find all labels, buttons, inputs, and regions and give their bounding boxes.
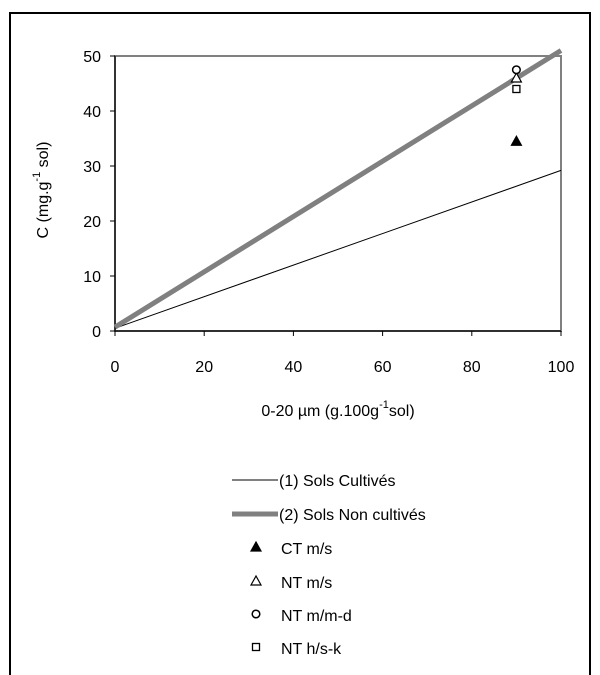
legend-label-nt-h-s-k: NT h/s-k <box>281 641 342 658</box>
legend-label-ct-m-s: CT m/s <box>281 541 332 558</box>
point-nt-m-s <box>510 71 523 83</box>
legend-label-nt-m-s: NT m/s <box>281 575 332 592</box>
point-nt-m-m-d <box>511 65 521 75</box>
x-axis-label-superscript: -1 <box>379 399 389 411</box>
chart-frame <box>9 12 591 675</box>
y-ticks: 0 10 20 30 40 50 <box>83 49 115 341</box>
legend-marker-nt-m-m-d <box>251 609 261 619</box>
x-tick-label: 80 <box>463 359 481 376</box>
y-axis-label-tail: sol) <box>35 142 52 172</box>
legend-marker-nt-m-s <box>249 574 263 586</box>
y-tick-label: 0 <box>92 324 101 341</box>
legend-label-line-1: (1) Sols Cultivés <box>279 473 395 490</box>
y-axis-label-superscript: -1 <box>31 172 43 182</box>
x-tick-label: 60 <box>374 359 392 376</box>
y-tick-label: 50 <box>83 49 101 66</box>
x-tick-label: 100 <box>548 359 575 376</box>
x-ticks: 0 20 40 60 80 100 <box>111 331 575 376</box>
series-line-1 <box>114 169 562 329</box>
x-tick-label: 0 <box>111 359 120 376</box>
legend-label-line-2: (2) Sols Non cultivés <box>279 507 426 524</box>
y-tick-label: 30 <box>83 159 101 176</box>
plot-area: 0 20 40 60 80 100 0 10 20 30 40 50 <box>83 48 575 376</box>
x-tick-label: 40 <box>285 359 303 376</box>
y-tick-label: 20 <box>83 214 101 231</box>
plot-box <box>114 55 562 332</box>
data-points <box>510 65 523 146</box>
y-tick-label: 10 <box>83 269 101 286</box>
x-axis-label-tail: sol) <box>389 403 415 420</box>
point-ct-m-s <box>510 135 523 146</box>
legend: (1) Sols Cultivés (2) Sols Non cultivés CT… <box>232 473 426 658</box>
series-lines <box>113 48 563 330</box>
series-line-2 <box>113 48 563 330</box>
legend-marker-nt-h-s-k <box>251 642 261 652</box>
legend-marker-ct-m-s <box>249 540 263 552</box>
x-axis-label: 0-20 µm (g.100g-1sol) <box>261 399 414 420</box>
x-tick-label: 20 <box>195 359 213 376</box>
y-axis-label: C (mg.g-1 sol) <box>31 142 52 239</box>
legend-label-nt-m-m-d: NT m/m-d <box>281 608 352 625</box>
y-tick-label: 40 <box>83 104 101 121</box>
point-nt-h-s-k <box>512 84 521 94</box>
